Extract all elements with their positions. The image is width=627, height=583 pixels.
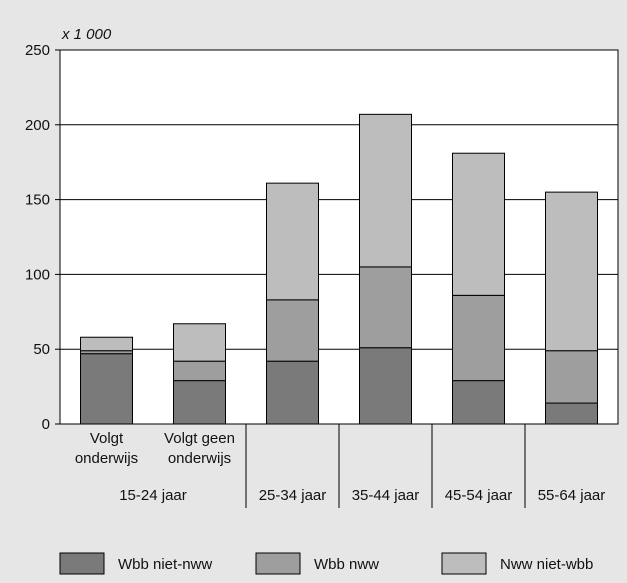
x-category-label: 55-64 jaar [538,487,606,504]
bar-segment [546,403,598,424]
legend: Wbb niet-nww Wbb nww Nww niet-wbb [60,553,593,574]
bar-segment [453,295,505,380]
y-tick-label: 150 [25,192,50,209]
bar-segment [174,361,226,380]
bar-segment [360,267,412,348]
y-axis-unit-label: x 1 000 [61,26,112,43]
y-tick-label: 50 [33,341,50,358]
bar-segment [267,183,319,300]
x-category-label: onderwijs [75,450,138,467]
legend-swatch [256,553,300,574]
x-category-label: Volgt geen [164,430,235,447]
bar-segment [453,153,505,295]
plot-area [60,50,618,424]
bar-segment [453,381,505,424]
bar-segment [174,381,226,424]
bar-segment [267,361,319,424]
y-tick-label: 250 [25,42,50,59]
bar-segment [267,300,319,361]
y-tick-label: 0 [42,416,50,433]
bar-segment [360,114,412,267]
legend-swatch [60,553,104,574]
x-category-label: 25-34 jaar [259,487,327,504]
x-group-label: 15-24 jaar [119,487,187,504]
legend-swatch [442,553,486,574]
x-category-label: onderwijs [168,450,231,467]
bar-segment [360,348,412,424]
legend-label: Wbb niet-nww [118,556,212,573]
legend-label: Nww niet-wbb [500,556,593,573]
bar-segment [81,354,133,424]
legend-label: Wbb nww [314,556,379,573]
bar-segment [546,192,598,351]
bar-segment [81,337,133,350]
bar-segment [546,351,598,403]
y-tick-label: 100 [25,266,50,283]
x-category-label: 35-44 jaar [352,487,420,504]
y-tick-label: 200 [25,117,50,134]
x-category-label: Volgt [90,430,124,447]
x-category-label: 45-54 jaar [445,487,513,504]
bar-segment [174,324,226,361]
